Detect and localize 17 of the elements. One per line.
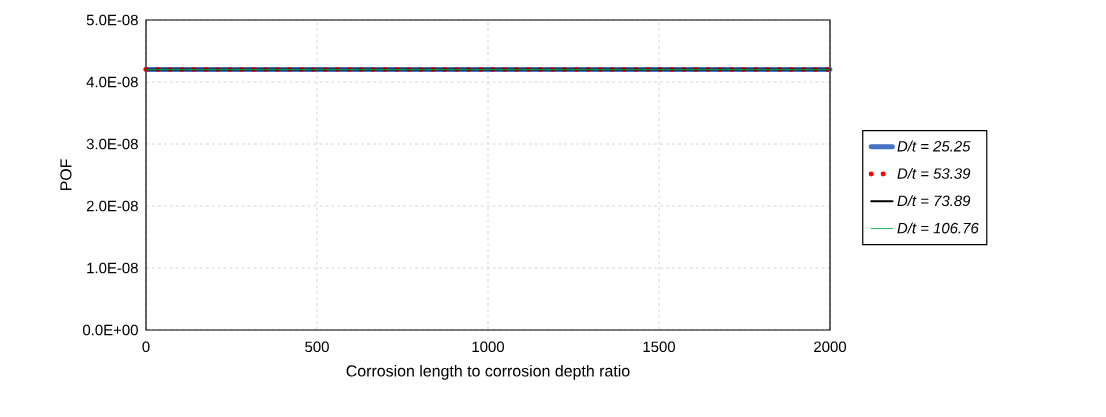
legend-label: D/t = 73.89 — [897, 195, 971, 207]
y-tick-label: 3.0E-08 — [86, 138, 138, 150]
x-axis-title: Corrosion length to corrosion depth ratio — [346, 364, 630, 380]
y-tick-label: 0.0E+00 — [82, 324, 138, 336]
legend-label: D/t = 25.25 — [897, 140, 971, 152]
legend-label: D/t = 106.76 — [897, 222, 979, 234]
x-tick-label: 500 — [305, 341, 329, 353]
legend-label: D/t = 53.39 — [897, 167, 971, 179]
y-tick-label: 1.0E-08 — [87, 262, 138, 274]
x-tick-label: 2000 — [814, 341, 847, 353]
x-tick-label: 1500 — [643, 341, 676, 353]
y-tick-label: 2.0E-08 — [86, 200, 138, 212]
x-tick-label: 0 — [142, 341, 150, 353]
y-tick-label: 5.0E-08 — [86, 14, 138, 26]
y-tick-label: 4.0E-08 — [86, 76, 138, 88]
x-tick-label: 1000 — [472, 341, 505, 353]
y-axis-title: POF — [60, 159, 72, 191]
